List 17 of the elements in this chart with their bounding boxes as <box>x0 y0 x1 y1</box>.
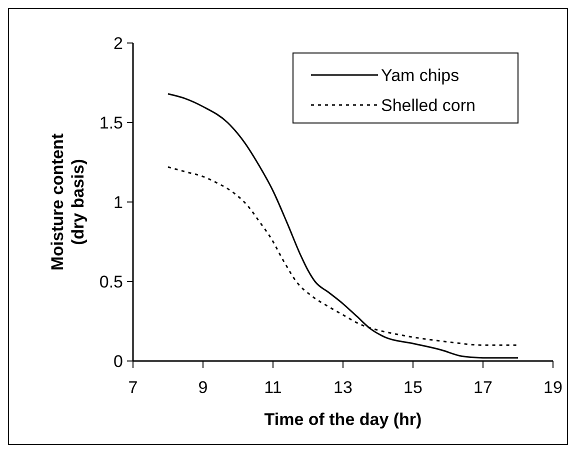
x-tick-label: 13 <box>334 378 352 397</box>
x-tick-label: 15 <box>404 378 422 397</box>
y-tick-label: 1 <box>114 192 123 212</box>
y-tick-label: 1.5 <box>99 113 123 132</box>
y-tick-label: 0.5 <box>99 272 123 292</box>
x-tick-label: 7 <box>128 378 138 397</box>
y-tick-label: 0 <box>114 352 123 371</box>
line-series <box>167 93 519 359</box>
x-tick-label: 19 <box>544 378 562 397</box>
y-axis-title: Moisture content (dry basis) <box>48 133 88 270</box>
x-axis-title: Time of the day (hr) <box>264 410 422 429</box>
legend-label: Yam chips <box>381 66 460 85</box>
legend-label: Shelled corn <box>381 96 476 115</box>
x-tick-label: 9 <box>198 378 208 397</box>
x-tick-label: 17 <box>474 378 492 397</box>
x-tick-label: 11 <box>264 378 282 397</box>
y-tick-label: 2 <box>114 34 123 53</box>
